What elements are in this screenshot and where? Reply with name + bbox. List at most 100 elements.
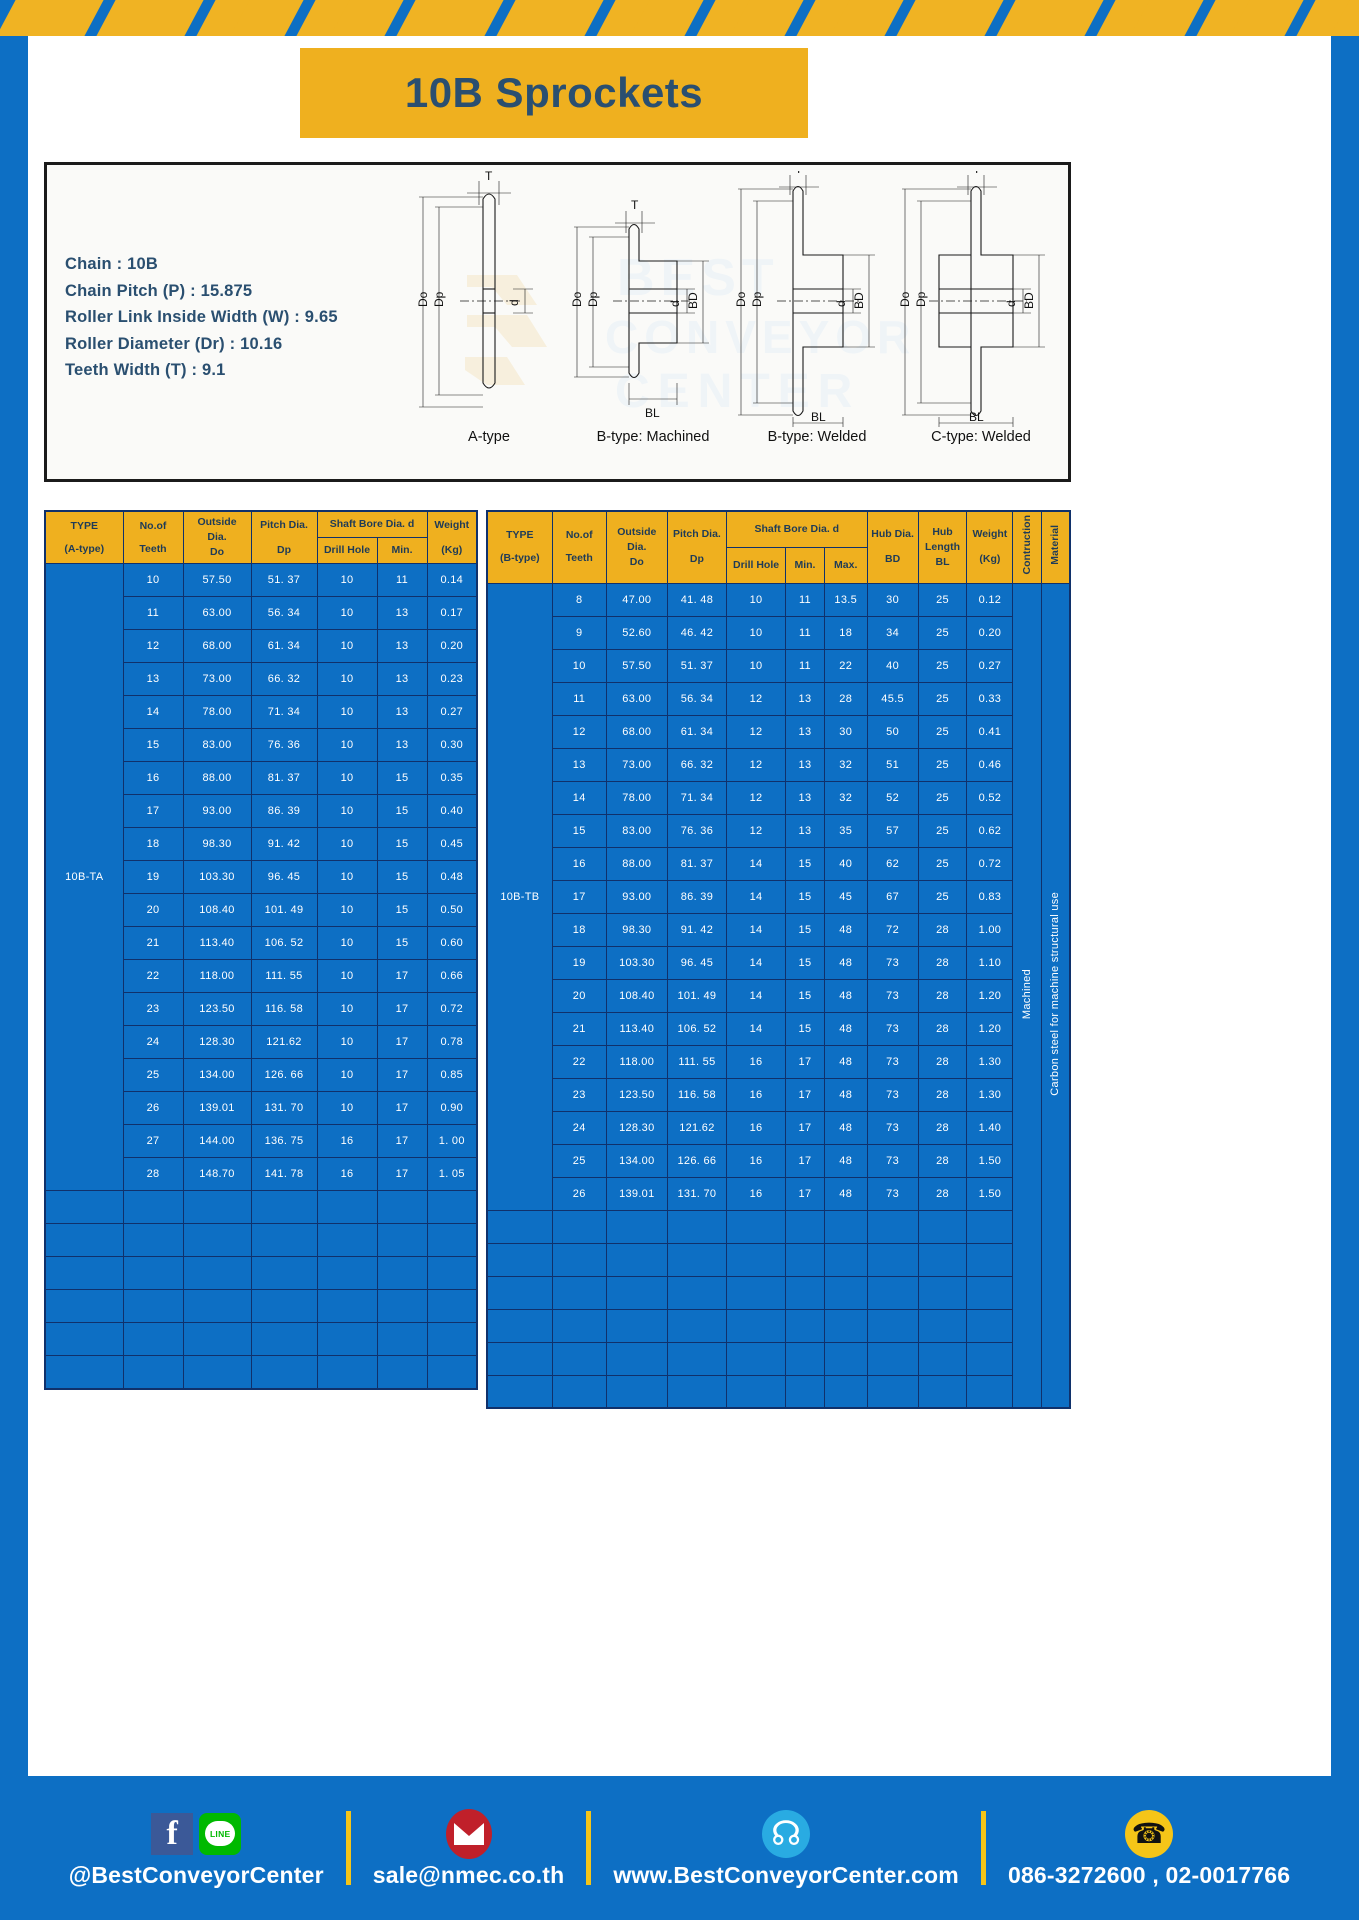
cell-value: 57.50 (182, 563, 252, 597)
cell-empty (250, 1190, 318, 1224)
cell-value: 56. 34 (250, 596, 318, 630)
cell-value: 17 (785, 1110, 825, 1145)
cell-value: 19 (551, 945, 607, 980)
cell-empty (44, 1289, 124, 1323)
cell-value: 0.35 (426, 761, 478, 795)
footer-website[interactable]: ☊ www.BestConveyorCenter.com (613, 1808, 959, 1889)
cell-value: 28 (917, 1044, 968, 1079)
table-row: 16 88.00 81. 37 10 15 0.35 (45, 761, 478, 795)
cell-value: 10 (316, 761, 378, 795)
cell-value: 14 (725, 846, 787, 881)
cell-value: 72 (866, 912, 919, 947)
cell-value: 118.00 (605, 1044, 668, 1079)
cell-value: 0.66 (426, 959, 478, 993)
diagram-caption-c-welded: C-type: Welded (931, 429, 1031, 445)
cell-value: 47.00 (605, 582, 668, 617)
email-address: sale@nmec.co.th (372, 1861, 565, 1888)
cell-value: 13 (376, 662, 428, 696)
phone-icon[interactable]: ☎ (1125, 1809, 1174, 1858)
th-bore-group: Shaft Bore Dia. d (725, 510, 868, 548)
cell-value: 25 (917, 681, 968, 716)
th-weight-main: Weight (434, 518, 470, 531)
cell-empty (605, 1275, 668, 1310)
cell-value: 12 (725, 714, 787, 749)
cell-value: 63.00 (605, 681, 668, 716)
th-teeth-sub: Teeth (139, 542, 167, 555)
cell-value: 48 (823, 978, 868, 1013)
cell-value: 51 (866, 747, 919, 782)
line-icon[interactable]: LINE (199, 1812, 242, 1855)
cell-value: 14 (725, 912, 787, 947)
diagram-caption-b-machined: B-type: Machined (596, 429, 710, 445)
cell-value: 28 (917, 1077, 968, 1112)
table-row: 13 73.00 66. 32 12 13 32 51 25 0.46 (487, 747, 1070, 782)
cell-value: 0.83 (966, 879, 1014, 914)
cell-value: 25 (917, 879, 968, 914)
footer-email[interactable]: sale@nmec.co.th (373, 1808, 565, 1889)
facebook-icon[interactable]: f (151, 1812, 194, 1855)
table-row: 18 98.30 91. 42 10 15 0.45 (45, 827, 478, 861)
cell-empty (376, 1355, 428, 1389)
cell-empty (866, 1308, 919, 1343)
cell-empty (44, 1322, 124, 1356)
cell-value: 13 (785, 714, 825, 749)
cell-value: 30 (823, 714, 868, 749)
cell-value: 28 (122, 1157, 184, 1191)
cell-value: 15 (785, 1011, 825, 1046)
cell-value: 14 (122, 695, 184, 729)
table-row-empty (486, 1374, 1070, 1409)
cell-value: 14 (725, 1011, 787, 1046)
th-teeth-main: No.of (565, 529, 593, 542)
table-row: 24 128.30 121.62 10 17 0.78 (45, 1025, 478, 1059)
globe-icon[interactable]: ☊ (762, 1809, 811, 1858)
label-d: d (507, 299, 521, 306)
cell-value: 34 (866, 615, 919, 650)
cell-value: 71. 34 (666, 780, 727, 815)
spec-line-roller-diameter: Roller Diameter (Dr) : 10.16 (65, 334, 283, 353)
cell-value: 108.40 (182, 893, 252, 927)
footer-phone[interactable]: ☎ 086-3272600 , 02-0017766 (1008, 1808, 1290, 1889)
cell-value: 0.50 (426, 893, 478, 927)
cell-value: 1.40 (966, 1110, 1014, 1145)
cell-value: 10 (316, 695, 378, 729)
cell-empty (785, 1341, 825, 1376)
cell-value: 126. 66 (666, 1143, 727, 1178)
cell-value: 27 (122, 1124, 184, 1158)
table-row: 18 98.30 91. 42 14 15 48 72 28 1.00 (487, 912, 1070, 947)
cell-empty (725, 1308, 787, 1343)
cell-empty (605, 1341, 668, 1376)
label-T: T (631, 198, 639, 212)
footer-social[interactable]: f LINE @BestConveyorCenter (69, 1808, 324, 1889)
cell-value: 83.00 (605, 813, 668, 848)
cell-empty (182, 1190, 252, 1224)
cell-value: 46. 42 (666, 615, 727, 650)
mail-icon[interactable] (445, 1808, 492, 1859)
cell-value: 68.00 (605, 714, 668, 749)
cell-value: 15 (785, 912, 825, 947)
cell-empty (182, 1322, 252, 1356)
th-weight: Weight (Kg) (966, 510, 1014, 584)
label-d: d (668, 300, 682, 307)
cell-empty (486, 1341, 553, 1376)
label-Dp: Dp (750, 291, 764, 307)
cell-value: 73 (866, 1176, 919, 1211)
cell-empty (917, 1374, 968, 1409)
table-row: 12 68.00 61. 34 10 13 0.20 (45, 629, 478, 663)
cell-empty (551, 1341, 607, 1376)
cell-value: 10 (316, 563, 378, 597)
cell-value: 10 (551, 648, 607, 683)
label-Do: Do (570, 291, 584, 307)
cell-value: 17 (785, 1143, 825, 1178)
th-type-sub: (A-type) (64, 542, 105, 555)
cell-empty (376, 1190, 428, 1224)
cell-value: 10 (316, 596, 378, 630)
cell-empty (182, 1256, 252, 1290)
cell-empty (316, 1355, 378, 1389)
cell-value: 126. 66 (250, 1058, 318, 1092)
cell-value: 106. 52 (666, 1011, 727, 1046)
cell-value: 1.30 (966, 1077, 1014, 1112)
th-outside-dia: Outside Dia. Do (182, 510, 252, 564)
cell-value: 17 (785, 1176, 825, 1211)
cell-value: 103.30 (605, 945, 668, 980)
